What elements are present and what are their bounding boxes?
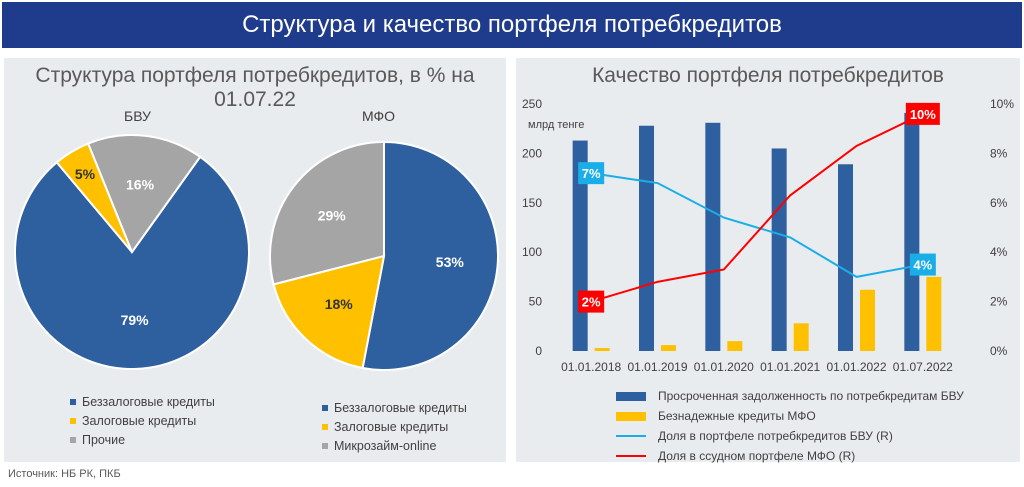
legend-label: Доля в ссудном портфеле МФО (R) xyxy=(658,449,856,463)
legend-label: Просроченная задолженность по потребкред… xyxy=(658,389,964,403)
data-label-box xyxy=(578,162,605,185)
legend-swatch xyxy=(616,391,646,401)
legend-item: Беззалоговые кредиты xyxy=(70,392,215,411)
line-share-bvu xyxy=(591,172,924,278)
source-note: Источник: НБ РК, ПКБ xyxy=(8,468,121,480)
x-tick-label: 01.01.2021 xyxy=(760,360,820,374)
legend-swatch xyxy=(322,442,328,449)
legend-item: Прочие xyxy=(70,430,215,449)
y-tick-label: 100 xyxy=(522,245,542,259)
legend-swatch xyxy=(70,436,76,443)
pie-slice xyxy=(86,134,202,255)
legend-item: Просроченная задолженность по потребкред… xyxy=(616,386,964,406)
data-label: 10% xyxy=(910,107,936,122)
bar-overdue-bvu xyxy=(639,125,654,352)
pie-mfo-title: МФО xyxy=(362,108,396,124)
data-label-box xyxy=(578,290,605,313)
x-tick-label: 01.07.2022 xyxy=(893,360,953,374)
pie-slice xyxy=(14,155,250,370)
legend-label: Прочие xyxy=(82,432,126,447)
data-label-box xyxy=(905,102,940,125)
legend-item: Доля в портфеле потребкредитов БВУ (R) xyxy=(616,426,964,446)
legend-item: Доля в ссудном портфеле МФО (R) xyxy=(616,446,964,466)
pie-slice xyxy=(272,254,386,370)
legend-label: Залоговые кредиты xyxy=(82,413,197,428)
page-title: Структура и качество портфеля потребкред… xyxy=(242,11,782,38)
bar-bad-loans-mfo xyxy=(793,323,809,351)
legend-item: Микрозайм-online xyxy=(322,436,467,455)
y-tick-label: 250 xyxy=(522,97,542,111)
pie-mfo-legend: Беззалоговые кредиты Залоговые кредиты М… xyxy=(322,398,467,455)
bar-bad-loans-mfo xyxy=(926,276,942,351)
legend-swatch xyxy=(322,423,328,430)
legend-label: Залоговые кредиты xyxy=(334,419,449,434)
data-label: 2% xyxy=(582,295,601,310)
y2-tick-label: 0% xyxy=(990,344,1008,358)
legend-label: Доля в портфеле потребкредитов БВУ (R) xyxy=(658,429,893,443)
quality-legend: Просроченная задолженность по потребкред… xyxy=(616,386,964,466)
pie-bvu: 79% 5% 16% xyxy=(14,134,250,370)
y2-tick-label: 4% xyxy=(990,245,1008,259)
bar-bad-loans-mfo xyxy=(661,345,676,351)
y2-tick-label: 6% xyxy=(990,196,1008,210)
header-banner: Структура и качество портфеля потребкред… xyxy=(2,2,1022,48)
legend-label: Беззалоговые кредиты xyxy=(82,394,215,409)
legend-line xyxy=(616,435,646,437)
legend-line xyxy=(616,455,646,457)
x-tick-label: 01.01.2022 xyxy=(826,360,886,374)
bar-overdue-bvu xyxy=(904,112,920,351)
pie-value-label: 16% xyxy=(126,177,155,193)
y-tick-label: 50 xyxy=(529,295,543,309)
y2-tick-label: 10% xyxy=(990,97,1014,111)
data-label: 4% xyxy=(913,258,932,273)
pie-value-label: 79% xyxy=(121,312,150,328)
x-tick-label: 01.01.2020 xyxy=(694,360,754,374)
quality-chart-title: Качество портфеля потребкредитов xyxy=(592,64,944,87)
bar-overdue-bvu xyxy=(705,122,721,351)
pie-value-label: 29% xyxy=(318,207,347,223)
legend-item: Беззалоговые кредиты xyxy=(322,398,467,417)
bar-overdue-bvu xyxy=(838,164,853,351)
legend-swatch xyxy=(616,411,646,421)
y2-tick-label: 2% xyxy=(990,295,1008,309)
pie-bvu-title: БВУ xyxy=(124,108,151,124)
x-tick-label: 01.01.2018 xyxy=(561,360,621,374)
line-share-mfo xyxy=(590,112,924,303)
y-tick-label: 0 xyxy=(535,344,542,358)
pie-mfo: 53% 18% 29% xyxy=(269,140,499,371)
legend-swatch xyxy=(322,404,328,411)
y-tick-label: 200 xyxy=(522,146,542,160)
pie-value-label: 5% xyxy=(75,166,96,182)
bar-bad-loans-mfo xyxy=(727,341,743,351)
pie-bvu-legend: Беззалоговые кредиты Залоговые кредиты П… xyxy=(70,392,215,449)
y2-tick-label: 8% xyxy=(990,146,1008,160)
pie-value-label: 53% xyxy=(436,254,465,270)
legend-item: Безнадежные кредиты МФО xyxy=(616,406,964,426)
bar-overdue-bvu xyxy=(771,148,787,351)
data-label: 7% xyxy=(582,166,601,181)
legend-label: Беззалоговые кредиты xyxy=(334,400,467,415)
legend-label: Безнадежные кредиты МФО xyxy=(658,409,816,423)
quality-chart-svg: 0 50 100 150 200 250 0% 2% 4% 6% 8% 10% млрд тенге 01… xyxy=(522,97,1014,374)
legend-swatch xyxy=(70,398,76,405)
pies-svg: 79% 5% 16% 53% 18% 29% xyxy=(14,134,499,371)
quality-panel: Качество портфеля потребкредитов 0 50 100 1… xyxy=(516,58,1020,463)
bar-bad-loans-mfo xyxy=(860,289,875,351)
x-tick-label: 01.01.2019 xyxy=(627,360,687,374)
legend-label: Микрозайм-online xyxy=(334,438,437,453)
pie-value-label: 18% xyxy=(325,296,354,312)
legend-item: Залоговые кредиты xyxy=(70,411,215,430)
pie-slice xyxy=(361,140,499,371)
structure-panel: Структура портфеля потребкредитов, в % н… xyxy=(4,58,506,462)
legend-item: Залоговые кредиты xyxy=(322,417,467,436)
y-axis-label: млрд тенге xyxy=(528,119,584,131)
structure-panel-title: Структура портфеля потребкредитов, в % н… xyxy=(35,64,475,111)
y-tick-label: 150 xyxy=(522,196,542,210)
legend-swatch xyxy=(70,417,76,424)
data-label-box xyxy=(909,253,936,276)
pie-slice xyxy=(269,140,385,286)
bar-bad-loans-mfo xyxy=(594,348,610,351)
